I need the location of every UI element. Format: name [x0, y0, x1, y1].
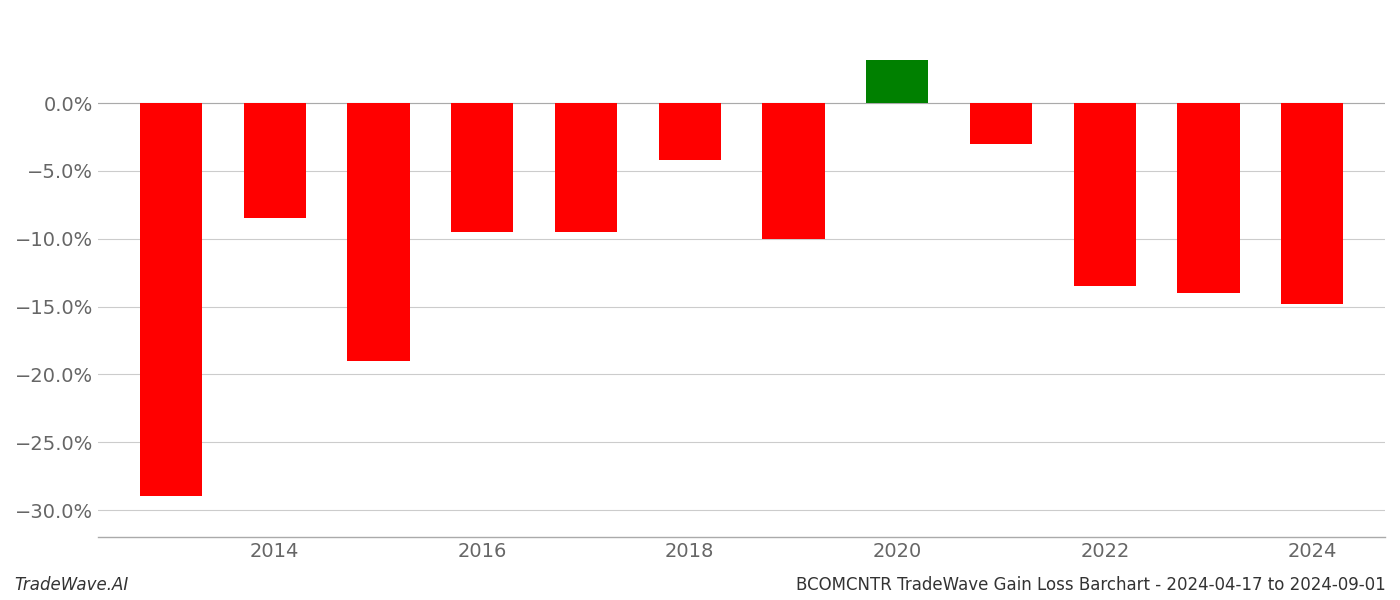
Bar	[658, 103, 721, 160]
Bar	[244, 103, 305, 218]
Bar	[970, 103, 1032, 144]
Bar	[1177, 103, 1240, 293]
Bar	[347, 103, 410, 361]
Bar	[867, 60, 928, 103]
Bar	[451, 103, 514, 232]
Bar	[763, 103, 825, 239]
Bar	[1074, 103, 1135, 286]
Bar	[1281, 103, 1344, 304]
Text: TradeWave.AI: TradeWave.AI	[14, 576, 129, 594]
Text: BCOMCNTR TradeWave Gain Loss Barchart - 2024-04-17 to 2024-09-01: BCOMCNTR TradeWave Gain Loss Barchart - …	[797, 576, 1386, 594]
Bar	[554, 103, 617, 232]
Bar	[140, 103, 202, 496]
